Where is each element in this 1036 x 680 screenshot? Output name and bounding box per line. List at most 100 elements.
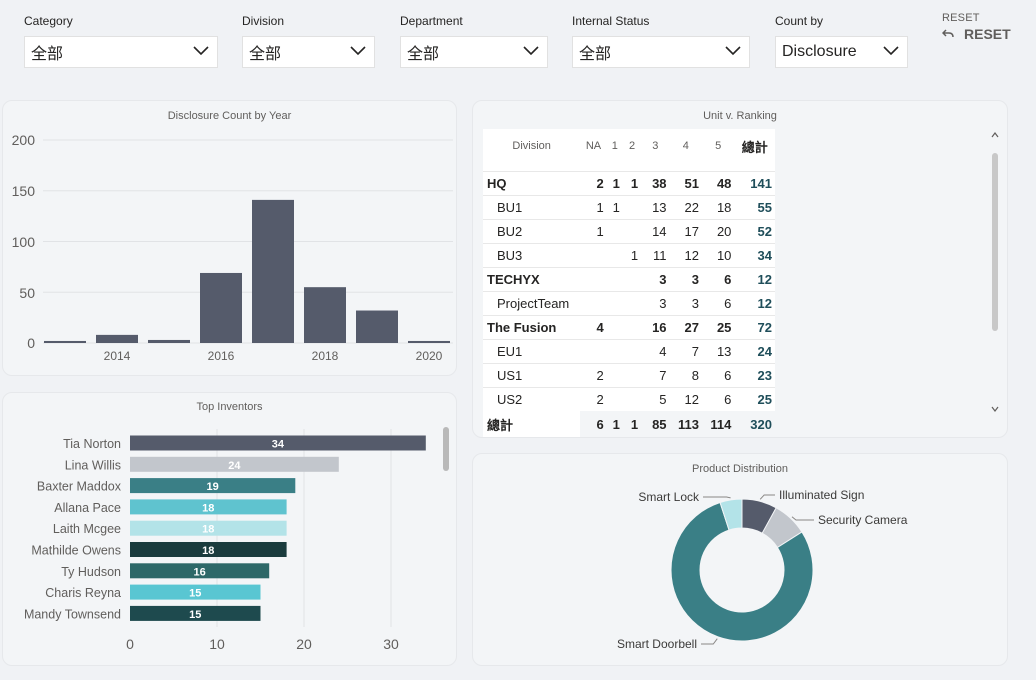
- table-cell: [580, 290, 607, 315]
- table-cell: [622, 218, 642, 243]
- division-value: 全部: [249, 46, 282, 63]
- table-cell: 17: [669, 218, 702, 243]
- table-row[interactable]: BU3 1 11 12 10 34: [483, 242, 775, 267]
- year-bar[interactable]: [304, 287, 346, 343]
- year-bar[interactable]: [356, 310, 398, 343]
- year-bar[interactable]: [408, 340, 450, 343]
- table-cell: 1: [580, 194, 607, 219]
- matrix-header-cell: 5: [701, 129, 735, 163]
- table-cell: 113: [677, 416, 699, 432]
- table-cell: 18: [701, 194, 735, 219]
- count-by-dropdown[interactable]: Disclosure: [775, 36, 908, 68]
- chevron-down-icon: [725, 46, 741, 56]
- table-cell: 6: [701, 386, 735, 411]
- inventors-scroll-thumb[interactable]: [443, 427, 449, 471]
- x-tick: 10: [209, 636, 225, 652]
- grand-total-row: 總計 6 1 1 85 113 114 320: [483, 411, 775, 437]
- leader-line: [701, 638, 718, 645]
- matrix-header-cell: 2: [622, 129, 642, 163]
- row-total: 12: [734, 290, 775, 315]
- donut-slice[interactable]: [670, 501, 814, 642]
- year-bar[interactable]: [148, 339, 190, 343]
- table-cell: 1: [606, 194, 623, 219]
- leader-line: [791, 516, 814, 521]
- table-cell: 4: [580, 314, 607, 339]
- row-total: 34: [734, 242, 775, 267]
- table-cell: 48: [701, 170, 735, 195]
- chevron-down-icon: [883, 46, 899, 56]
- year-bar[interactable]: [96, 334, 138, 343]
- inventor-name: Mathilde Owens: [31, 544, 121, 558]
- year-bar[interactable]: [252, 199, 294, 343]
- table-cell: [622, 290, 642, 315]
- table-cell: [606, 314, 623, 339]
- matrix-scroll-thumb[interactable]: [992, 153, 998, 331]
- department-dropdown[interactable]: 全部: [400, 36, 548, 68]
- table-row[interactable]: US2 2 5 12 6 25: [483, 386, 775, 411]
- reset-button[interactable]: RESET: [942, 26, 1011, 42]
- donut-label: Smart Lock: [638, 490, 700, 504]
- scroll-down-icon[interactable]: [991, 405, 999, 413]
- department-value: 全部: [407, 46, 440, 63]
- table-cell: 38: [641, 170, 670, 195]
- inventor-bar[interactable]: [130, 584, 261, 600]
- table-row[interactable]: BU2 1 14 17 20 52: [483, 218, 775, 243]
- matrix-scrollbar[interactable]: [988, 131, 1002, 419]
- leader-line: [759, 494, 775, 500]
- row-label: BU2: [483, 218, 581, 243]
- year-bar[interactable]: [200, 272, 242, 343]
- unit-ranking-matrix: Division NA 1 2 3 4 5 總計 HQ 2 1 1 38 51 48 141 BU1 1 1 13 22…: [483, 129, 775, 437]
- table-cell: 13: [641, 194, 670, 219]
- inventor-value: 15: [189, 588, 201, 600]
- year-chart-panel: Disclosure Count by Year 200 150 100 50 …: [2, 100, 457, 376]
- table-row[interactable]: EU1 4 7 13 24: [483, 338, 775, 363]
- table-row[interactable]: HQ 2 1 1 38 51 48 141: [483, 170, 775, 195]
- row-label: The Fusion: [483, 314, 581, 339]
- division-dropdown[interactable]: 全部: [242, 36, 375, 68]
- internal-status-dropdown[interactable]: 全部: [572, 36, 750, 68]
- table-cell: [622, 314, 642, 339]
- grand-total-value: 320: [750, 416, 772, 432]
- inventor-bar[interactable]: [130, 542, 287, 557]
- division-label: Division: [242, 14, 285, 28]
- table-cell: [622, 266, 642, 291]
- inventor-value: 18: [202, 502, 214, 514]
- category-dropdown[interactable]: 全部: [24, 36, 218, 68]
- inventor-bar[interactable]: [130, 563, 270, 579]
- table-cell: 13: [701, 338, 735, 363]
- row-label: ProjectTeam: [483, 290, 581, 315]
- table-cell: [622, 386, 642, 411]
- inventor-bar[interactable]: [130, 435, 426, 451]
- table-row[interactable]: ProjectTeam 3 3 6 12: [483, 290, 775, 315]
- table-cell: 22: [669, 194, 702, 219]
- inventor-name: Mandy Townsend: [24, 607, 121, 621]
- table-row[interactable]: TECHYX 3 3 6 12: [483, 266, 775, 291]
- reset-label: RESET: [964, 26, 1011, 42]
- table-row[interactable]: The Fusion 4 16 27 25 72: [483, 314, 775, 339]
- table-row[interactable]: BU1 1 1 13 22 18 55: [483, 194, 775, 219]
- table-cell: 6: [701, 290, 735, 315]
- table-row[interactable]: US1 2 7 8 6 23: [483, 362, 775, 387]
- table-cell: [606, 362, 623, 387]
- x-tick: 30: [383, 636, 399, 652]
- inventor-bar[interactable]: [130, 499, 287, 515]
- scroll-up-icon[interactable]: [991, 131, 999, 139]
- row-label: TECHYX: [483, 266, 581, 291]
- table-cell: 6: [596, 416, 604, 432]
- year-bar[interactable]: [44, 340, 86, 343]
- inventor-bar[interactable]: [130, 605, 261, 621]
- row-label: BU1: [483, 194, 581, 219]
- x-tick: 2014: [104, 349, 131, 363]
- x-tick: 20: [296, 636, 312, 652]
- inventor-bar[interactable]: [130, 520, 287, 536]
- table-cell: 16: [641, 314, 670, 339]
- inventor-bar[interactable]: [130, 456, 339, 472]
- year-chart-title: Disclosure Count by Year: [167, 110, 292, 122]
- y-tick: 200: [12, 132, 36, 148]
- inventor-name: Charis Reyna: [45, 586, 121, 600]
- inventor-value: 16: [193, 566, 205, 578]
- donut-slice[interactable]: [719, 498, 743, 531]
- table-cell: 20: [701, 218, 735, 243]
- product-title: Product Distribution: [692, 463, 788, 475]
- inventor-bar[interactable]: [130, 478, 296, 494]
